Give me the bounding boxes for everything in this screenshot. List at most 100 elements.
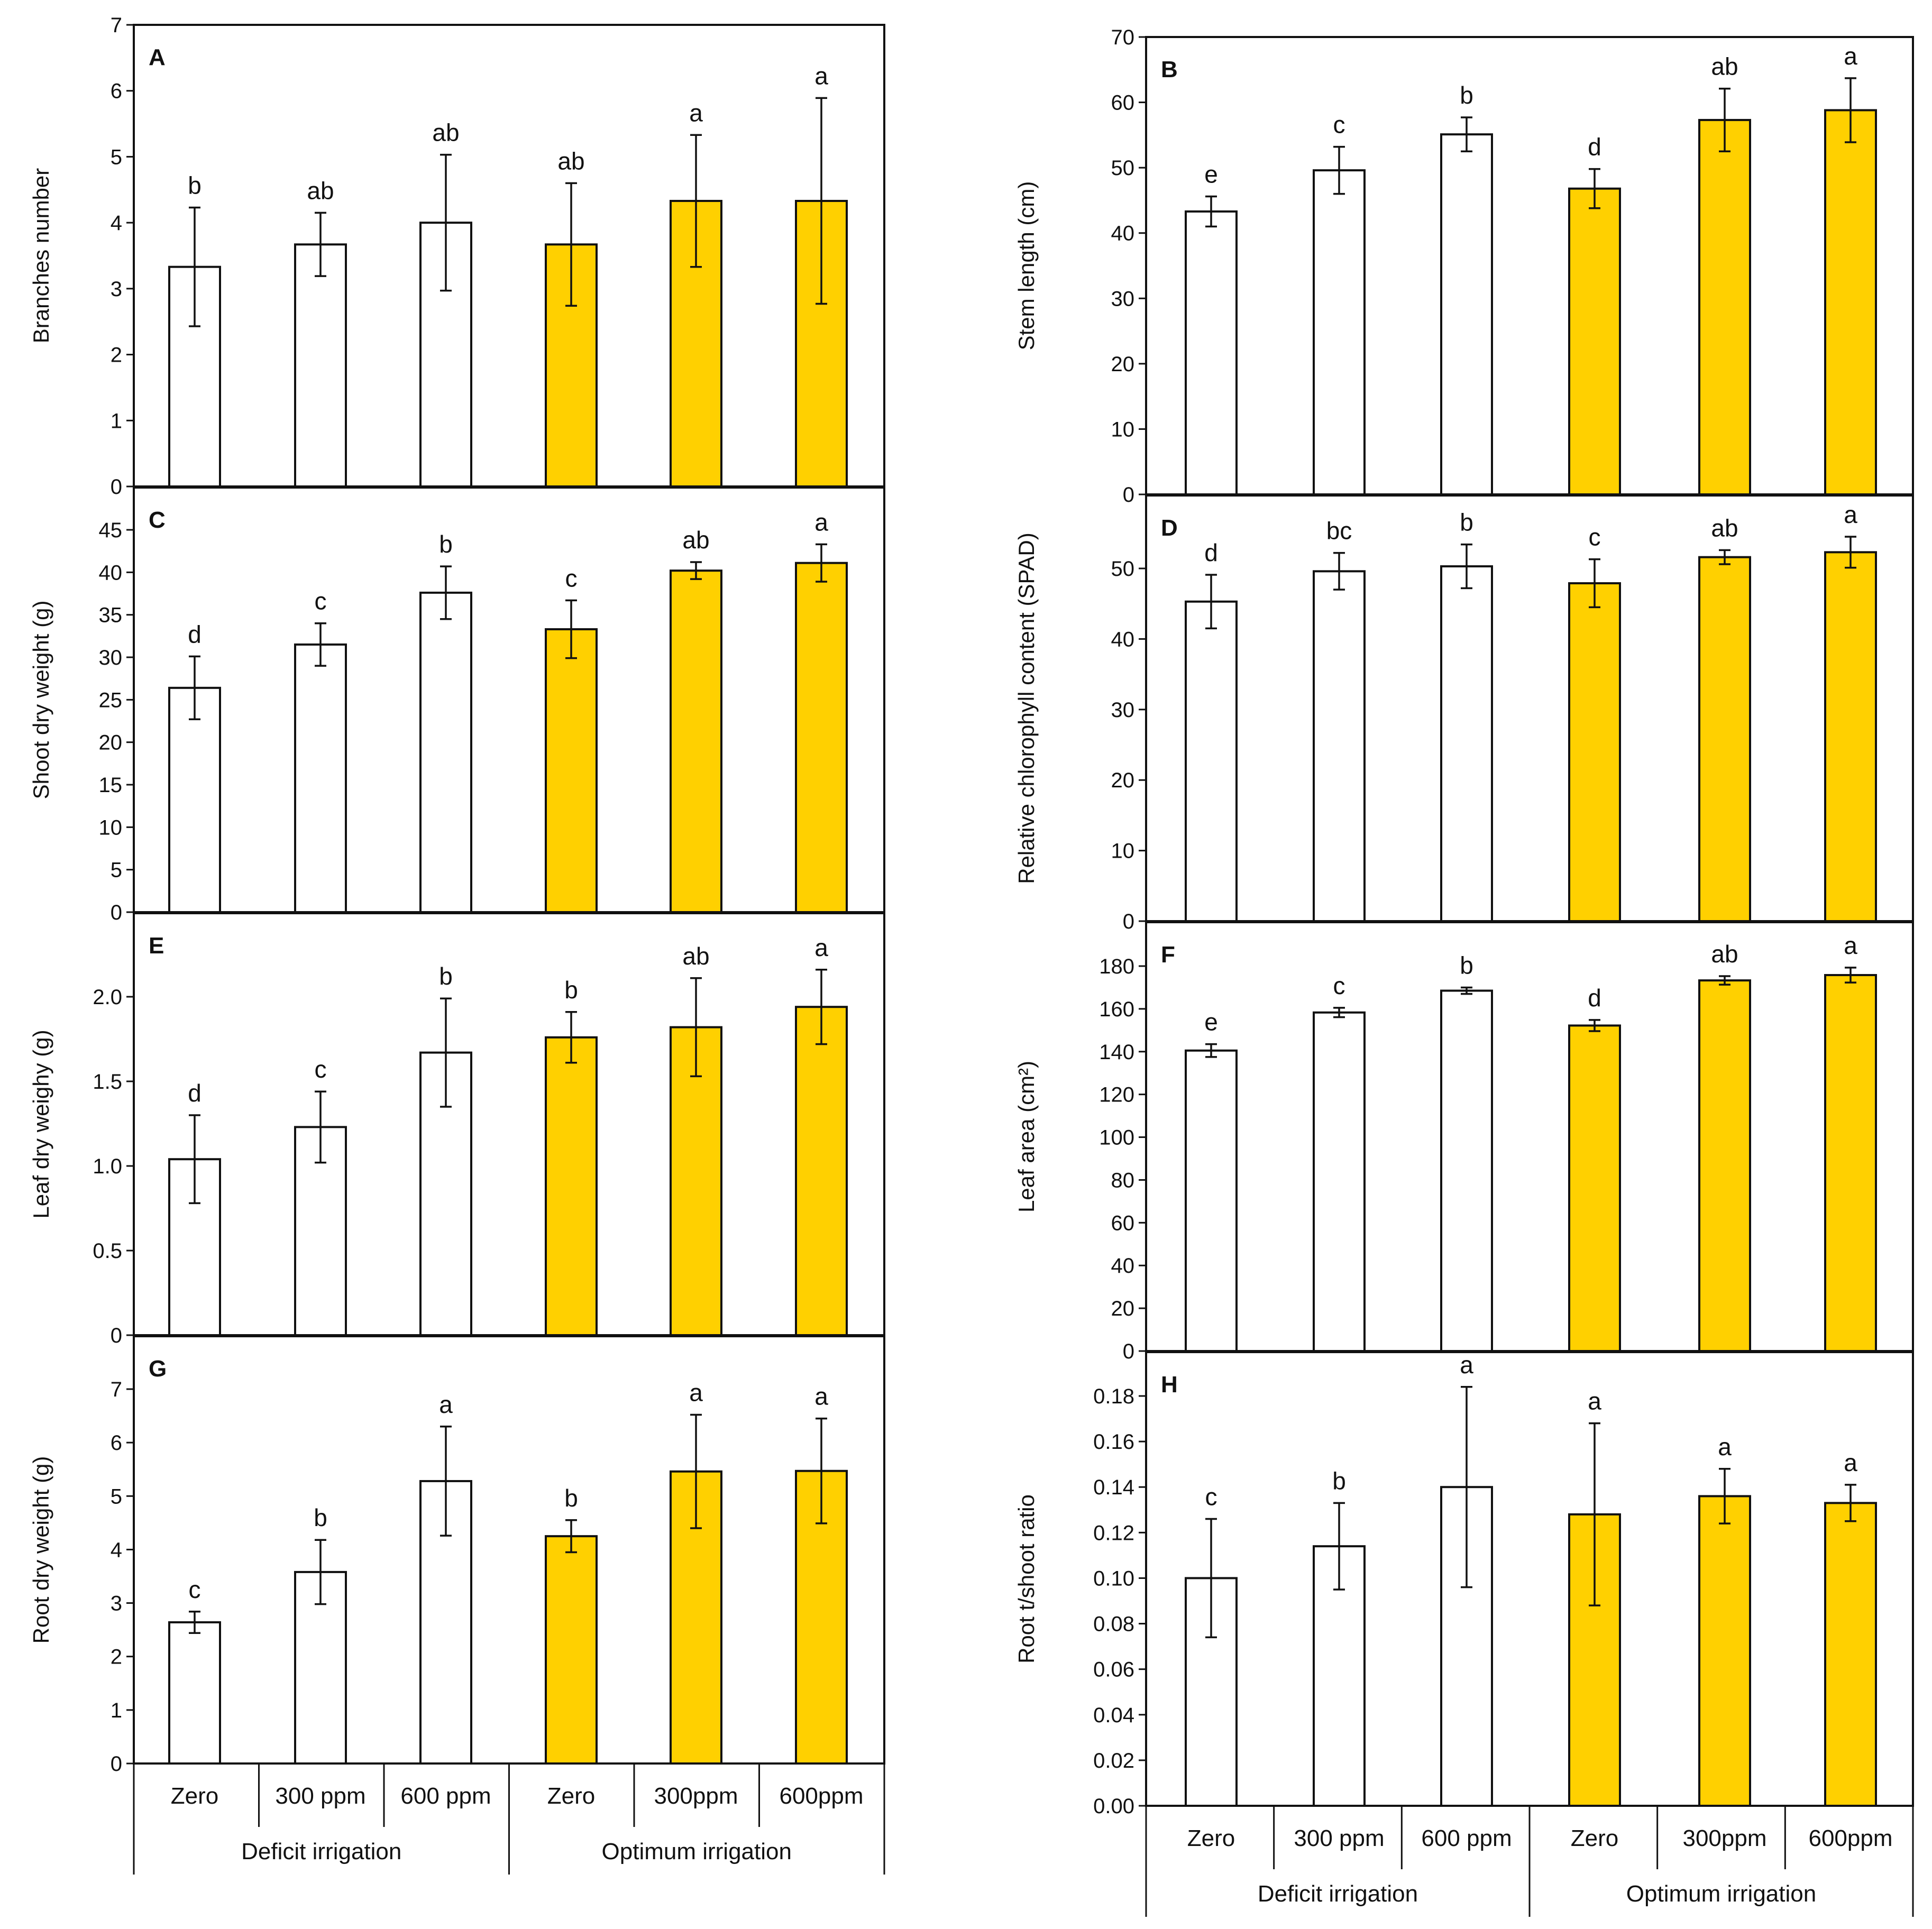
y-tick-label: 10 [1111,418,1135,441]
y-tick-label: 0.00 [1093,1795,1134,1818]
bar [1313,1011,1366,1352]
panel-c: d c b c ab a 0 5 10 15 20 25 30 35 40 45 C Shoot dry weig… [29,486,885,924]
x-group-label: Deficit irrigation [1258,1881,1418,1907]
y-tick-label: 0.14 [1093,1476,1134,1499]
y-tick-label: 3 [111,278,122,301]
bar [1568,1024,1621,1352]
bar [1313,570,1366,923]
significance-letter: ab [557,147,584,174]
bar [795,562,848,914]
significance-letter: a [814,1383,828,1410]
significance-letter: a [1588,1388,1601,1415]
y-axis-title: Shoot dry weight (g) [29,601,53,800]
significance-letter: b [1460,81,1473,109]
y-tick-label: 60 [1111,91,1135,115]
panel-frame [133,912,885,1336]
y-axis-title: Root t/shoot ratio [1014,1494,1039,1664]
y-tick-label: 40 [1111,628,1135,651]
significance-letter: c [1205,1483,1217,1511]
y-axis-title: Relative chlorophyll content (SPAD) [1014,532,1039,884]
significance-letter: c [1589,523,1601,551]
y-tick-label: 40 [1111,1254,1135,1278]
significance-letter: b [1460,951,1473,979]
y-tick-label: 0.08 [1093,1613,1134,1636]
bar [1698,1495,1751,1807]
bar [168,1621,221,1765]
y-tick-label: 2 [111,1646,122,1669]
panel-label: A [149,44,166,70]
significance-letter: a [1718,1433,1732,1460]
y-tick-label: 4 [111,1538,122,1561]
y-tick-label: 0.18 [1093,1385,1134,1408]
panel-label: C [149,507,166,533]
y-tick-label: 7 [111,14,122,37]
x-category-label: 300 ppm [275,1783,365,1809]
y-tick-label: 4 [111,212,122,235]
panel-frame [133,486,885,913]
panel-frame [133,1335,885,1765]
significance-letter: ab [682,942,709,970]
x-category-label: Zero [171,1783,218,1809]
significance-letter: d [188,1079,202,1107]
panel-frame [1145,1351,1914,1807]
bar [545,1535,598,1765]
panel-label: B [1161,57,1178,82]
y-tick-label: 0.06 [1093,1658,1134,1682]
significance-letter: ab [1711,53,1738,80]
y-tick-label: 60 [1111,1211,1135,1235]
panel-a: b ab ab ab a a 0 1 2 3 4 5 6 7 A Branches number [29,14,885,499]
y-tick-label: 45 [99,519,123,542]
y-axis-title: Leaf area (cm²) [1014,1061,1039,1212]
y-tick-label: 10 [1111,840,1135,863]
x-category-label: 600ppm [1808,1825,1892,1851]
panel-frame [133,24,885,488]
significance-letter: c [565,564,578,592]
significance-letter: e [1204,1008,1218,1036]
bar [1824,551,1877,922]
significance-letter: b [439,530,453,558]
significance-letter: a [814,934,828,961]
y-tick-label: 100 [1099,1126,1134,1150]
x-category-label: 300ppm [654,1783,738,1809]
bar [1698,556,1751,922]
significance-letter: a [1844,932,1857,959]
y-tick-label: 120 [1099,1083,1134,1107]
bar [1824,973,1877,1352]
y-tick-label: 0 [111,901,122,924]
significance-letter: ab [307,177,334,204]
significance-letter: c [1333,111,1345,139]
y-tick-label: 5 [111,859,122,882]
bar [1698,118,1751,495]
y-tick-label: 5 [111,1485,122,1508]
y-axis-title: Leaf dry weighy (g) [29,1030,53,1218]
significance-letter: bc [1326,517,1352,545]
significance-letter: a [1844,501,1857,528]
significance-letter: a [689,99,703,126]
y-tick-label: 0.12 [1093,1521,1134,1545]
y-tick-label: 80 [1111,1169,1135,1192]
y-tick-label: 30 [1111,287,1135,310]
y-tick-label: 40 [1111,222,1135,245]
y-tick-label: 1 [111,1699,122,1722]
x-category-label: Zero [1571,1825,1618,1851]
significance-letter: a [439,1391,453,1418]
bar [1185,1049,1238,1353]
panel-b: e c b d ab a 0 10 20 30 40 50 60 70 B Stem length (cm) [1014,26,1914,507]
significance-letter: d [1204,539,1218,566]
y-tick-label: 7 [111,1378,122,1401]
significance-letter: a [1460,1351,1473,1379]
y-tick-label: 1.0 [93,1155,122,1178]
y-tick-label: 2.0 [93,986,122,1009]
y-tick-label: 0.10 [1093,1567,1134,1590]
significance-letter: ab [432,119,459,146]
bar [670,569,722,913]
bar [1440,565,1493,923]
bar [1185,600,1238,922]
significance-letter: b [564,976,578,1004]
y-tick-label: 20 [1111,353,1135,376]
y-tick-label: 25 [99,688,123,712]
bar [1568,582,1621,923]
bar [1698,979,1751,1352]
x-category-label: 300ppm [1682,1825,1766,1851]
y-axis-title: Root dry weight (g) [29,1456,53,1644]
